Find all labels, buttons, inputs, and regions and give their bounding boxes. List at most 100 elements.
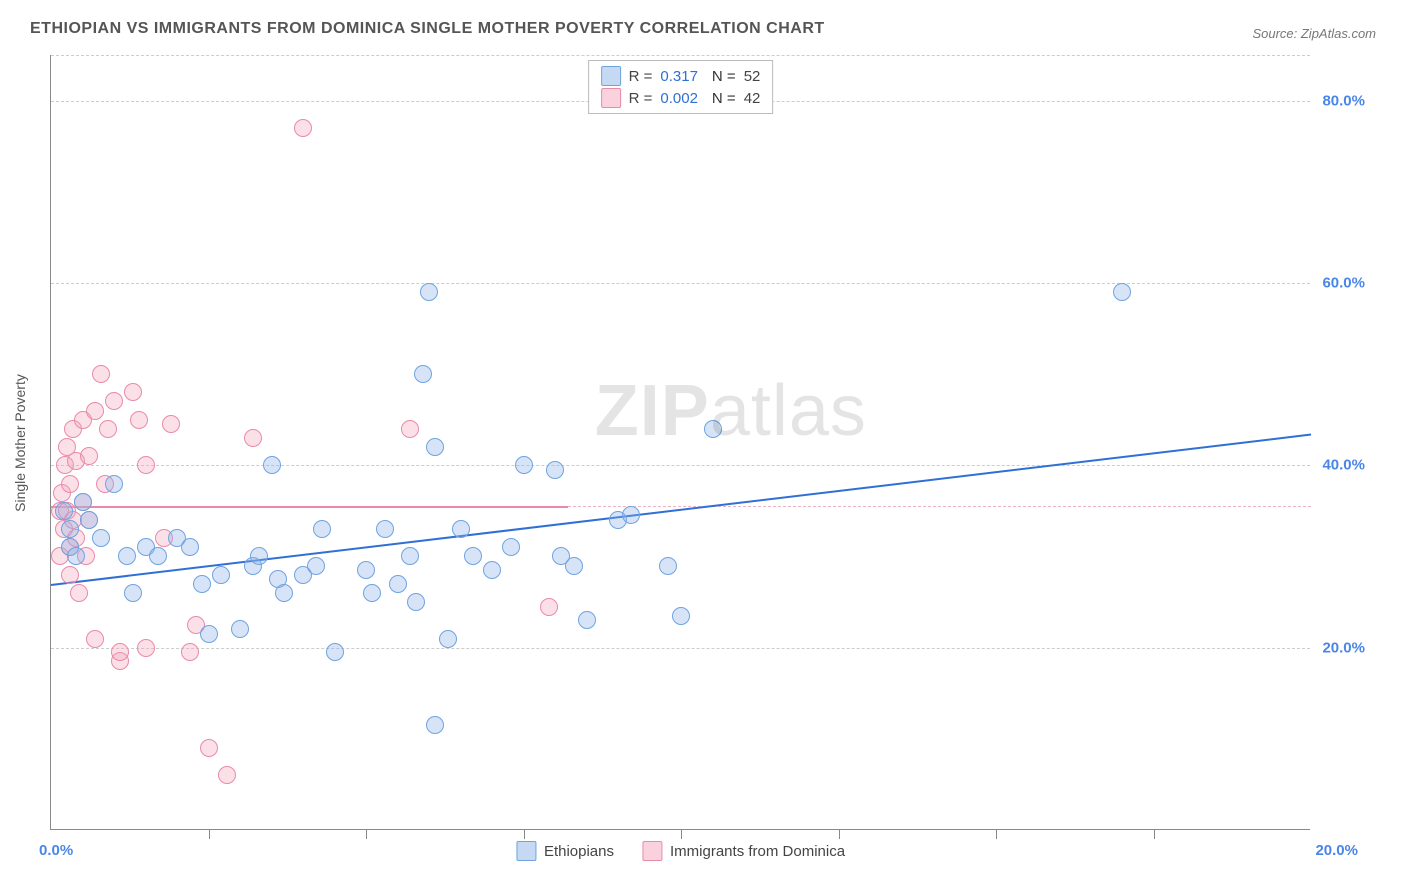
data-point <box>124 584 142 602</box>
data-point <box>55 502 73 520</box>
data-point <box>200 625 218 643</box>
data-point <box>74 493 92 511</box>
data-point <box>231 620 249 638</box>
legend-item: Ethiopians <box>516 841 614 861</box>
data-point <box>80 511 98 529</box>
trend-line <box>568 506 1311 507</box>
data-point <box>622 506 640 524</box>
data-point <box>162 415 180 433</box>
x-tick <box>681 829 682 839</box>
gridline <box>51 465 1310 466</box>
x-tick <box>209 829 210 839</box>
data-point <box>99 420 117 438</box>
data-point <box>275 584 293 602</box>
r-label: R = <box>629 90 653 107</box>
series-legend: Ethiopians Immigrants from Dominica <box>516 841 845 861</box>
data-point <box>181 643 199 661</box>
data-point <box>546 461 564 479</box>
data-point <box>86 630 104 648</box>
data-point <box>540 598 558 616</box>
watermark-bold: ZIP <box>595 371 710 451</box>
data-point <box>111 643 129 661</box>
data-point <box>407 593 425 611</box>
r-label: R = <box>629 68 653 85</box>
data-point <box>124 383 142 401</box>
data-point <box>86 402 104 420</box>
gridline <box>51 55 1310 56</box>
data-point <box>80 447 98 465</box>
x-tick <box>524 829 525 839</box>
r-value: 0.002 <box>660 90 698 107</box>
legend-label: Ethiopians <box>544 843 614 860</box>
y-tick-label: 60.0% <box>1322 274 1365 291</box>
data-point <box>578 611 596 629</box>
plot-container: Single Mother Poverty ZIPatlas R = 0.317… <box>50 55 1350 830</box>
data-point <box>61 566 79 584</box>
gridline <box>51 648 1310 649</box>
x-tick <box>366 829 367 839</box>
data-point <box>704 420 722 438</box>
n-value: 52 <box>744 68 761 85</box>
data-point <box>452 520 470 538</box>
data-point <box>357 561 375 579</box>
x-tick <box>996 829 997 839</box>
data-point <box>92 529 110 547</box>
r-value: 0.317 <box>660 68 698 85</box>
chart-title: ETHIOPIAN VS IMMIGRANTS FROM DOMINICA SI… <box>30 20 825 38</box>
legend-item: Immigrants from Dominica <box>642 841 845 861</box>
y-tick-label: 20.0% <box>1322 639 1365 656</box>
x-tick <box>1154 829 1155 839</box>
data-point <box>61 475 79 493</box>
y-tick-label: 40.0% <box>1322 457 1365 474</box>
data-point <box>672 607 690 625</box>
data-point <box>515 456 533 474</box>
n-value: 42 <box>744 90 761 107</box>
swatch-pink <box>601 88 621 108</box>
x-axis-max-label: 20.0% <box>1315 842 1358 859</box>
data-point <box>426 438 444 456</box>
data-point <box>659 557 677 575</box>
trend-line <box>51 506 568 508</box>
data-point <box>244 429 262 447</box>
x-tick <box>839 829 840 839</box>
data-point <box>307 557 325 575</box>
watermark: ZIPatlas <box>595 370 867 452</box>
data-point <box>212 566 230 584</box>
data-point <box>294 119 312 137</box>
trend-line <box>51 433 1311 585</box>
data-point <box>401 420 419 438</box>
data-point <box>200 739 218 757</box>
data-point <box>118 547 136 565</box>
data-point <box>414 365 432 383</box>
n-label: N = <box>712 68 736 85</box>
data-point <box>105 392 123 410</box>
swatch-pink <box>642 841 662 861</box>
data-point <box>137 639 155 657</box>
data-point <box>420 283 438 301</box>
plot-area: ZIPatlas R = 0.317 N = 52 R = 0.002 N = … <box>50 55 1310 830</box>
source-label: Source: ZipAtlas.com <box>1252 26 1376 41</box>
data-point <box>250 547 268 565</box>
data-point <box>70 584 88 602</box>
data-point <box>464 547 482 565</box>
data-point <box>137 456 155 474</box>
data-point <box>263 456 281 474</box>
data-point <box>61 520 79 538</box>
data-point <box>439 630 457 648</box>
x-axis-min-label: 0.0% <box>39 842 73 859</box>
data-point <box>92 365 110 383</box>
data-point <box>130 411 148 429</box>
data-point <box>105 475 123 493</box>
data-point <box>149 547 167 565</box>
data-point <box>502 538 520 556</box>
data-point <box>313 520 331 538</box>
data-point <box>401 547 419 565</box>
y-axis-label: Single Mother Poverty <box>12 374 28 512</box>
data-point <box>426 716 444 734</box>
data-point <box>326 643 344 661</box>
n-label: N = <box>712 90 736 107</box>
y-tick-label: 80.0% <box>1322 92 1365 109</box>
legend-row: R = 0.002 N = 42 <box>601 87 761 109</box>
swatch-blue <box>516 841 536 861</box>
correlation-legend: R = 0.317 N = 52 R = 0.002 N = 42 <box>588 60 774 114</box>
